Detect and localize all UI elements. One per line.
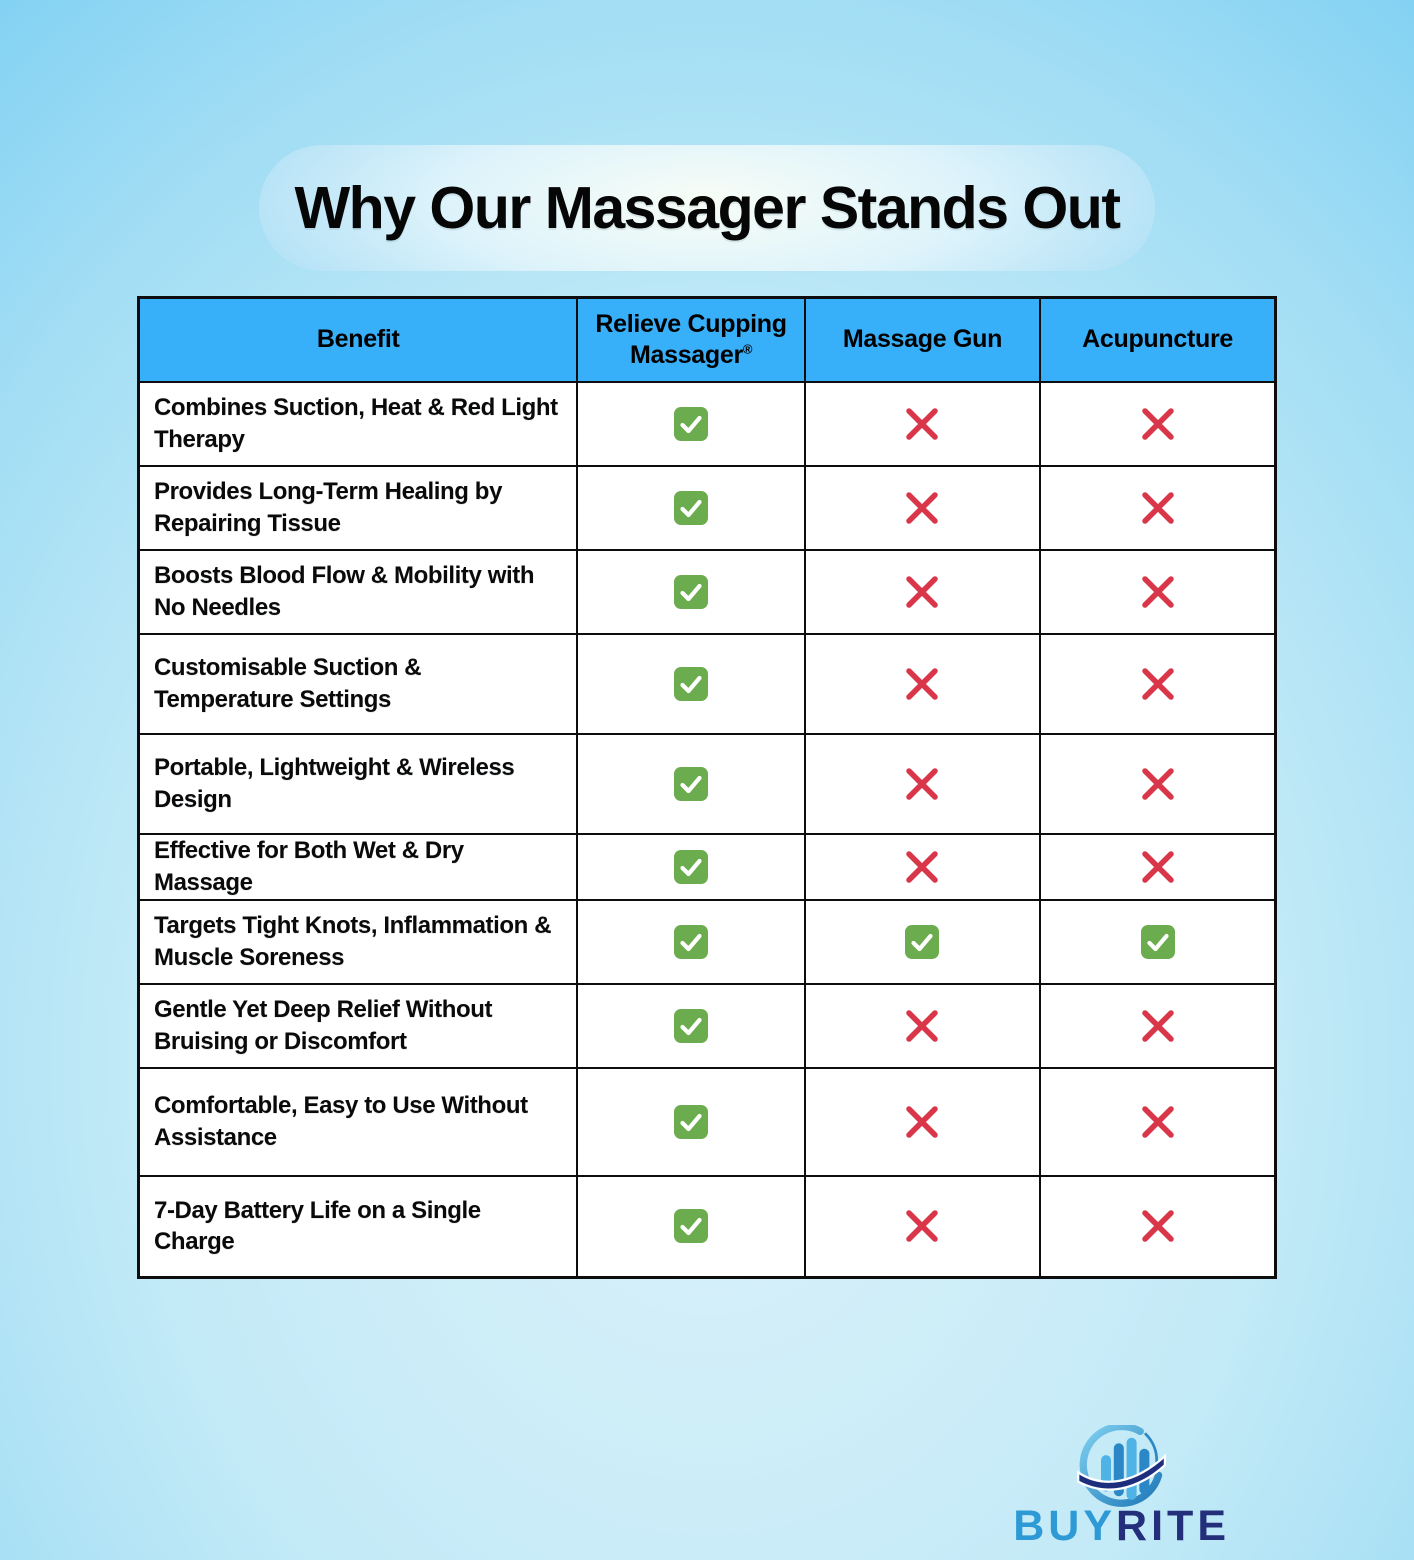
value-cell: [1039, 982, 1277, 1069]
value-cell: [803, 732, 1042, 835]
cross-icon: [1137, 1210, 1179, 1242]
title-pill: Why Our Massager Stands Out: [259, 145, 1155, 271]
cross-icon: [1137, 575, 1179, 608]
benefit-cell: 7-Day Battery Life on a Single Charge: [137, 1174, 579, 1279]
value-cell: [803, 832, 1042, 901]
table-row: Portable, Lightweight & Wireless Design: [137, 732, 1277, 835]
cross-icon: [1137, 767, 1179, 800]
value-cell: [576, 1174, 806, 1279]
value-cell: [1039, 898, 1277, 985]
buyrite-logo-icon: [1074, 1422, 1170, 1509]
value-cell: [803, 982, 1042, 1069]
check-icon: [673, 924, 709, 959]
benefit-cell: Effective for Both Wet & Dry Massage: [137, 832, 579, 901]
comparison-table: Benefit Relieve Cupping Massager® Massag…: [137, 296, 1277, 1279]
value-cell: [803, 898, 1042, 985]
table-row: Boosts Blood Flow & Mobility with No Nee…: [137, 548, 1277, 635]
value-cell: [1039, 632, 1277, 735]
cross-icon: [901, 575, 943, 608]
brand-text: BUYRITE: [1013, 1505, 1230, 1548]
column-header-benefit: Benefit: [137, 296, 579, 383]
cross-icon: [1137, 491, 1179, 524]
cross-icon: [901, 667, 943, 700]
header-row: Benefit Relieve Cupping Massager® Massag…: [137, 296, 1277, 383]
check-icon: [904, 924, 940, 959]
value-cell: [1039, 1066, 1277, 1177]
value-cell: [1039, 548, 1277, 635]
page-title: Why Our Massager Stands Out: [294, 175, 1122, 241]
cross-icon: [1137, 1105, 1179, 1138]
benefit-cell: Boosts Blood Flow & Mobility with No Nee…: [137, 548, 579, 635]
value-cell: [803, 1174, 1042, 1279]
brand-text-buy: BUY: [1013, 1502, 1117, 1550]
value-cell: [803, 464, 1042, 551]
benefit-cell: Gentle Yet Deep Relief Without Bruising …: [137, 982, 579, 1069]
value-cell: [1039, 380, 1277, 467]
column-header-acupuncture: Acupuncture: [1039, 296, 1277, 383]
table-row: Provides Long-Term Healing by Repairing …: [137, 464, 1277, 551]
table-row: Comfortable, Easy to Use Without Assista…: [137, 1066, 1277, 1177]
table-row: Combines Suction, Heat & Red Light Thera…: [137, 380, 1277, 467]
cross-icon: [901, 1009, 943, 1042]
value-cell: [803, 1066, 1042, 1177]
check-icon: [673, 766, 709, 801]
check-icon: [673, 666, 709, 701]
cross-icon: [1137, 850, 1179, 883]
cross-icon: [901, 767, 943, 800]
value-cell: [576, 1066, 806, 1177]
cross-icon: [901, 850, 943, 883]
cross-icon: [901, 1105, 943, 1138]
check-icon: [673, 574, 709, 609]
benefit-cell: Targets Tight Knots, Inflammation & Musc…: [137, 898, 579, 985]
cross-icon: [1137, 667, 1179, 700]
table-row: Customisable Suction & Temperature Setti…: [137, 632, 1277, 735]
column-header-massage-gun: Massage Gun: [803, 296, 1042, 383]
cross-icon: [901, 1210, 943, 1242]
benefit-cell: Provides Long-Term Healing by Repairing …: [137, 464, 579, 551]
benefit-cell: Combines Suction, Heat & Red Light Thera…: [137, 380, 579, 467]
value-cell: [576, 982, 806, 1069]
column-header-relieve-cupping-massager: Relieve Cupping Massager®: [576, 296, 806, 383]
table-row: Gentle Yet Deep Relief Without Bruising …: [137, 982, 1277, 1069]
cross-icon: [901, 491, 943, 524]
table-header: Benefit Relieve Cupping Massager® Massag…: [137, 296, 1277, 383]
value-cell: [803, 632, 1042, 735]
benefit-cell: Portable, Lightweight & Wireless Design: [137, 732, 579, 835]
check-icon: [673, 1008, 709, 1043]
benefit-cell: Customisable Suction & Temperature Setti…: [137, 632, 579, 735]
buyrite-logo: BUYRITE: [1013, 1422, 1230, 1548]
cross-icon: [1137, 407, 1179, 440]
check-icon: [673, 490, 709, 525]
brand-text-rite: RITE: [1116, 1502, 1230, 1550]
check-icon: [673, 849, 709, 884]
check-icon: [673, 1209, 709, 1244]
table-row: Effective for Both Wet & Dry Massage: [137, 832, 1277, 901]
benefit-cell: Comfortable, Easy to Use Without Assista…: [137, 1066, 579, 1177]
value-cell: [576, 380, 806, 467]
page-background: { "title": "Why Our Massager Stands Out"…: [0, 145, 1414, 1560]
table-row: 7-Day Battery Life on a Single Charge: [137, 1174, 1277, 1279]
value-cell: [1039, 732, 1277, 835]
value-cell: [576, 732, 806, 835]
value-cell: [576, 832, 806, 901]
value-cell: [803, 380, 1042, 467]
table-row: Targets Tight Knots, Inflammation & Musc…: [137, 898, 1277, 985]
value-cell: [576, 632, 806, 735]
value-cell: [1039, 832, 1277, 901]
check-icon: [1140, 924, 1176, 959]
value-cell: [576, 464, 806, 551]
check-icon: [673, 406, 709, 441]
check-icon: [673, 1104, 709, 1139]
cross-icon: [901, 407, 943, 440]
value-cell: [1039, 464, 1277, 551]
value-cell: [576, 548, 806, 635]
value-cell: [803, 548, 1042, 635]
comparison-table-body: Combines Suction, Heat & Red Light Thera…: [137, 380, 1277, 1279]
cross-icon: [1137, 1009, 1179, 1042]
value-cell: [576, 898, 806, 985]
value-cell: [1039, 1174, 1277, 1279]
